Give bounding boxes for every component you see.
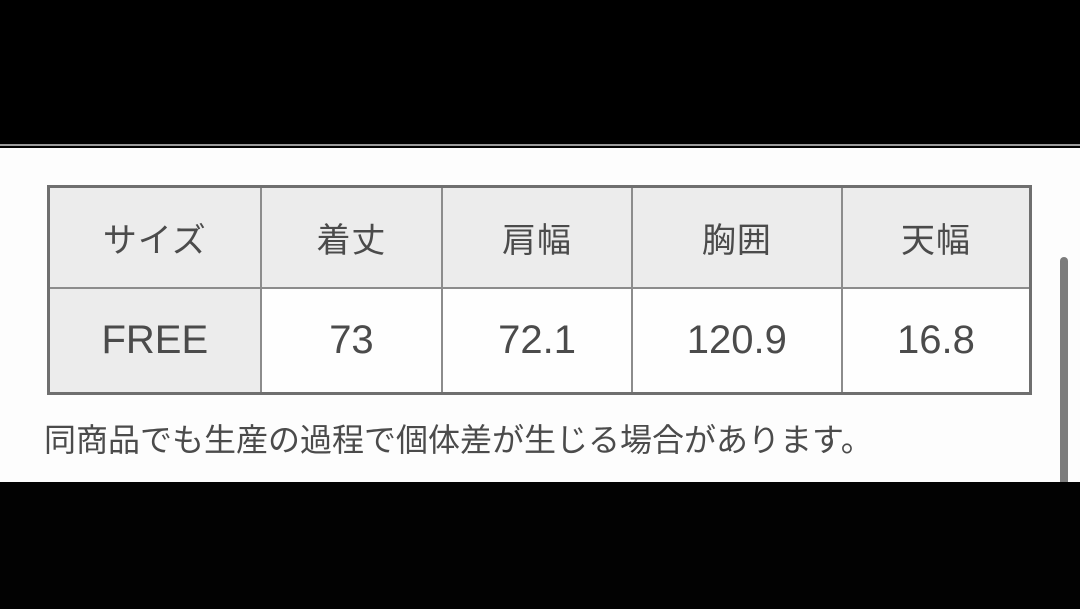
size-chart-panel: サイズ 着丈 肩幅 胸囲 天幅 FREE 73 72.1 120.9 16.8 … (0, 148, 1080, 482)
letterbox-bottom (0, 482, 1080, 609)
header-cell-chest: 胸囲 (630, 185, 843, 289)
header-cell-top-width: 天幅 (840, 185, 1032, 289)
cell-chest-value: 120.9 (630, 286, 843, 395)
header-cell-size: サイズ (47, 185, 262, 289)
header-cell-body-length: 着丈 (259, 185, 444, 289)
production-note: 同商品でも生産の過程で個体差が生じる場合があります。 (44, 422, 873, 458)
cell-shoulder-width-value: 72.1 (441, 286, 633, 395)
cell-size-label: FREE (47, 286, 262, 395)
header-cell-shoulder-width: 肩幅 (441, 185, 633, 289)
cell-top-width-value: 16.8 (840, 286, 1032, 395)
letterbox-top (0, 0, 1080, 146)
cell-body-length-value: 73 (259, 286, 444, 395)
size-table-row-free: FREE 73 72.1 120.9 16.8 (47, 286, 1032, 395)
scrollbar[interactable] (1060, 257, 1068, 482)
size-table-header-row: サイズ 着丈 肩幅 胸囲 天幅 (47, 185, 1032, 289)
size-table: サイズ 着丈 肩幅 胸囲 天幅 FREE 73 72.1 120.9 16.8 (47, 185, 1032, 395)
